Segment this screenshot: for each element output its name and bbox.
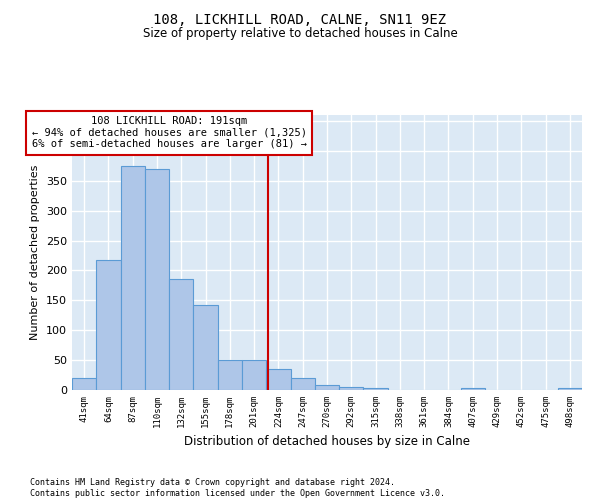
Bar <box>558 388 582 390</box>
Bar <box>339 387 364 390</box>
Text: 108, LICKHILL ROAD, CALNE, SN11 9EZ: 108, LICKHILL ROAD, CALNE, SN11 9EZ <box>154 12 446 26</box>
Bar <box>72 378 96 390</box>
Bar <box>193 304 218 390</box>
Bar <box>242 360 266 390</box>
Text: Distribution of detached houses by size in Calne: Distribution of detached houses by size … <box>184 435 470 448</box>
Bar <box>364 388 388 390</box>
Bar <box>290 378 315 390</box>
Bar <box>121 166 145 390</box>
Bar <box>96 260 121 390</box>
Text: 108 LICKHILL ROAD: 191sqm
← 94% of detached houses are smaller (1,325)
6% of sem: 108 LICKHILL ROAD: 191sqm ← 94% of detac… <box>32 116 307 150</box>
Text: Size of property relative to detached houses in Calne: Size of property relative to detached ho… <box>143 28 457 40</box>
Text: Contains HM Land Registry data © Crown copyright and database right 2024.
Contai: Contains HM Land Registry data © Crown c… <box>30 478 445 498</box>
Bar <box>145 169 169 390</box>
Bar <box>218 360 242 390</box>
Bar <box>461 388 485 390</box>
Bar <box>169 280 193 390</box>
Y-axis label: Number of detached properties: Number of detached properties <box>31 165 40 340</box>
Bar <box>266 369 290 390</box>
Bar <box>315 385 339 390</box>
